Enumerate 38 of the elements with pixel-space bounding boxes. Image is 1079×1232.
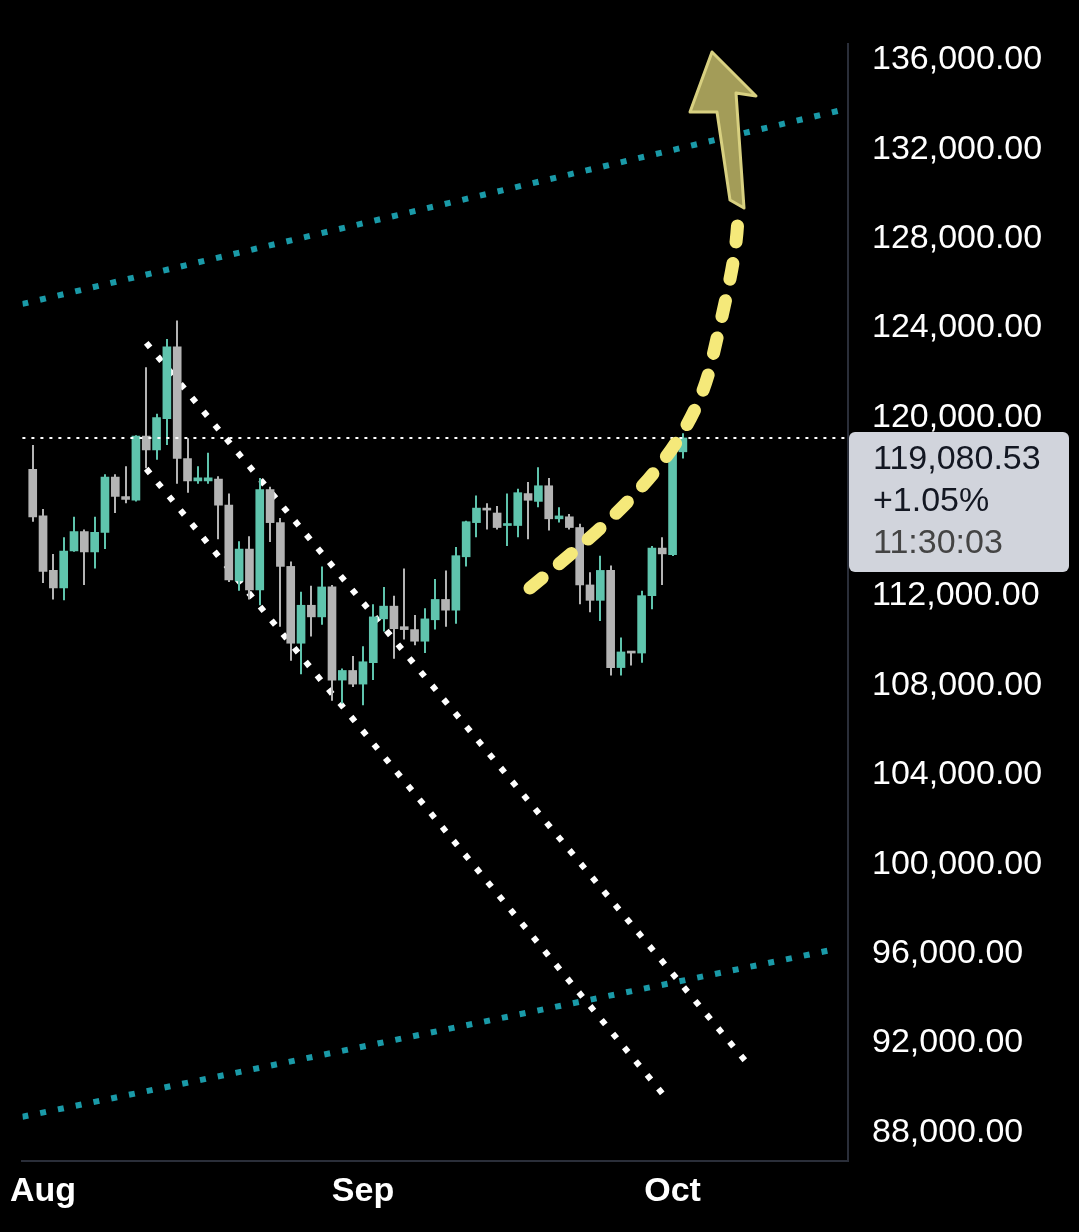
candlestick [523,480,533,541]
y-tick-label: 88,000.00 [872,1110,1024,1149]
y-tick-label: 128,000.00 [872,217,1043,256]
y-tick-label: 112,000.00 [872,574,1040,613]
candlestick [430,578,440,631]
y-tick-label: 96,000.00 [872,931,1024,970]
candlestick [69,515,79,553]
candlestick [534,466,543,509]
candlestick [389,594,399,660]
candlestick [337,667,347,705]
y-tick-label: 104,000.00 [872,753,1043,792]
text: +1.05% [873,480,990,519]
candlestick [348,654,357,689]
y-tick-label: 100,000.00 [872,842,1043,881]
x-tick-label: Oct [644,1169,701,1208]
x-tick-label: Aug [10,1169,77,1208]
candlestick [49,552,58,601]
candlestick [420,607,430,655]
y-tick-label: 132,000.00 [872,127,1043,166]
candlestick [585,571,595,614]
ref-line-label: 119,080.53 [873,438,1041,477]
candlestick [358,645,368,707]
y-tick-label: 124,000.00 [872,306,1043,345]
candlestick [616,636,626,677]
candlestick [141,366,151,470]
candlestick [472,494,481,539]
candlestick [441,569,450,628]
text: 11:30:03 [873,522,1003,561]
candlestick [90,515,99,570]
y-tick-label: 92,000.00 [872,1021,1024,1060]
candlestick [492,505,502,531]
candlestick [80,528,89,586]
x-tick-label: Sep [331,1169,395,1208]
candlestick [657,536,667,586]
candlestick [307,584,316,638]
y-tick-label: 136,000.00 [872,38,1043,77]
y-tick-label: 108,000.00 [872,663,1043,702]
y-tick-label: 120,000.00 [872,395,1043,434]
